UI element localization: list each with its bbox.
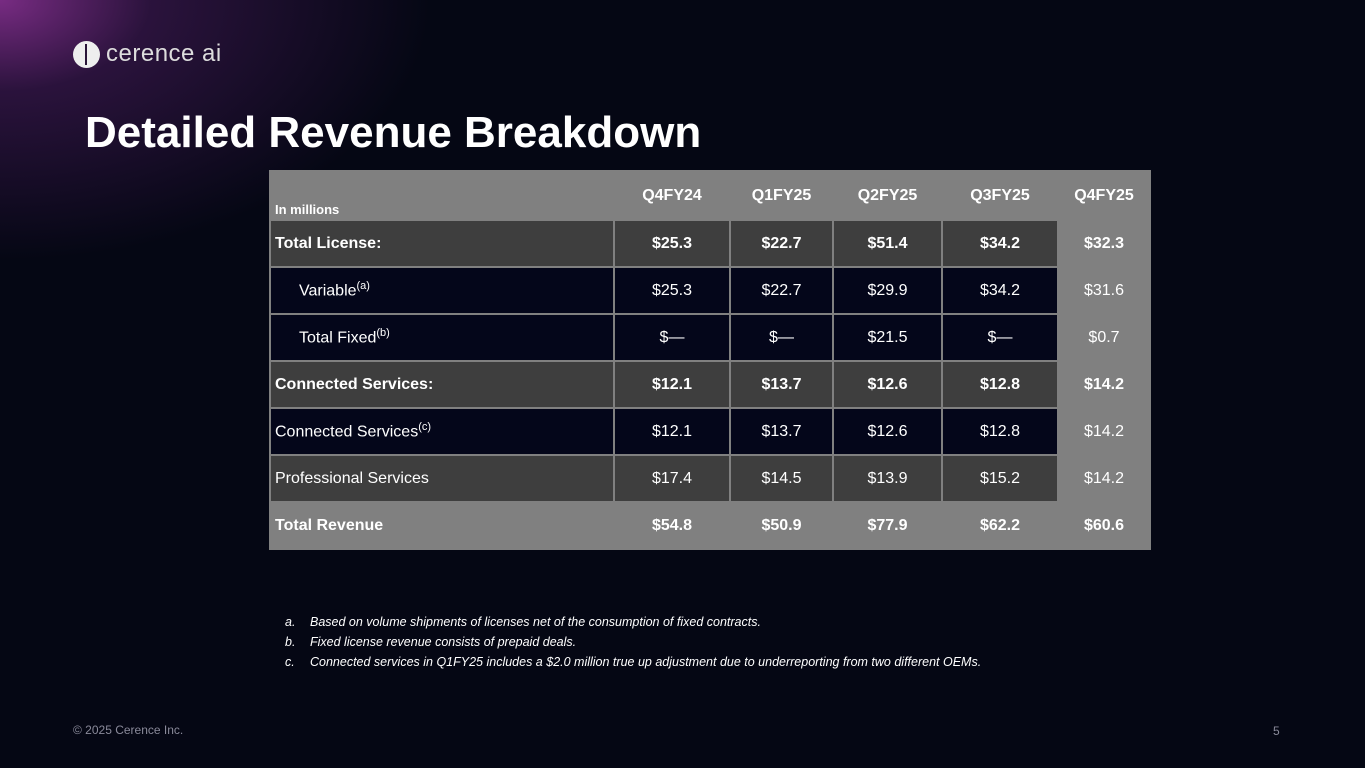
- row-label-text: Total Revenue: [275, 516, 384, 534]
- row-label: Variable(a): [269, 266, 615, 315]
- table-row: Variable(a) $25.3 $22.7 $29.9 $34.2 $31.6: [269, 266, 1151, 315]
- column-header: Q4FY24: [613, 170, 731, 221]
- row-label: Connected Services(c): [269, 407, 615, 456]
- revenue-table: In millions Q4FY24 Q1FY25 Q2FY25 Q3FY25 …: [269, 170, 1151, 550]
- row-label-text: Variable: [299, 282, 357, 300]
- row-label-text: Total Fixed: [299, 329, 377, 347]
- column-header: Q3FY25: [941, 170, 1059, 221]
- table-cell: $13.7: [729, 407, 834, 456]
- column-header: Q1FY25: [729, 170, 834, 221]
- table-cell: $12.1: [613, 407, 731, 456]
- table-cell: $12.6: [832, 407, 943, 456]
- table-cell: $25.3: [613, 266, 731, 315]
- table-cell: $14.5: [729, 454, 834, 503]
- row-label: Total Revenue: [269, 501, 615, 550]
- cerence-logo: cerence ai: [73, 40, 222, 68]
- table-cell: $77.9: [832, 501, 943, 550]
- table-cell: $50.9: [729, 501, 834, 550]
- table-row: Connected Services: $12.1 $13.7 $12.6 $12.8 $…: [269, 360, 1151, 409]
- footnotes: a. Based on volume shipments of licenses …: [285, 612, 981, 672]
- footnote-text: Based on volume shipments of licenses ne…: [310, 615, 761, 629]
- row-label-text: Connected Services: [275, 423, 419, 441]
- table-cell: $62.2: [941, 501, 1059, 550]
- table-cell: $60.6: [1057, 501, 1151, 550]
- table-cell: $22.7: [729, 266, 834, 315]
- footnote-marker: c.: [285, 655, 295, 669]
- table-cell: $13.9: [832, 454, 943, 503]
- footnote-ref: (b): [376, 327, 390, 340]
- table-cell: $29.9: [832, 266, 943, 315]
- footnote-marker: a.: [285, 615, 296, 629]
- footnote: b. Fixed license revenue consists of prep…: [285, 632, 981, 652]
- copyright: © 2025 Cerence Inc.: [73, 723, 184, 737]
- footnote-text: Fixed license revenue consists of prepai…: [310, 635, 577, 649]
- table-cell: $34.2: [941, 219, 1059, 268]
- table-row: Professional Services $17.4 $14.5 $13.9 $15.…: [269, 454, 1151, 503]
- column-header: Q4FY25: [1057, 170, 1151, 221]
- logo-icon: [73, 40, 100, 68]
- table-cell: $17.4: [613, 454, 731, 503]
- row-label: Total Fixed(b): [269, 313, 615, 362]
- table-cell: $0.7: [1057, 313, 1151, 362]
- row-label: Professional Services: [269, 454, 615, 503]
- table-cell: $22.7: [729, 219, 834, 268]
- footnote: c. Connected services in Q1FY25 includes …: [285, 652, 981, 672]
- row-label: Total License:: [269, 219, 615, 268]
- table-cell: $12.1: [613, 360, 731, 409]
- table-cell: $12.8: [941, 360, 1059, 409]
- footnote-text: Connected services in Q1FY25 includes a …: [310, 655, 982, 669]
- table-cell: $51.4: [832, 219, 943, 268]
- row-label: Connected Services:: [269, 360, 615, 409]
- table-cell: $14.2: [1057, 454, 1151, 503]
- table-cell: $32.3: [1057, 219, 1151, 268]
- table-cell: $14.2: [1057, 407, 1151, 456]
- footnote-marker: b.: [285, 635, 296, 649]
- footnote-ref: (a): [356, 280, 370, 293]
- table-cell: $15.2: [941, 454, 1059, 503]
- table-cell: $14.2: [1057, 360, 1151, 409]
- table-row: Total Fixed(b) $— $— $21.5 $— $0.7: [269, 313, 1151, 362]
- table-cell: $—: [941, 313, 1059, 362]
- row-label-text: Connected Services:: [275, 375, 434, 393]
- logo-text: cerence ai: [106, 40, 222, 67]
- footnote: a. Based on volume shipments of licenses …: [285, 612, 981, 632]
- page-number: 5: [1273, 724, 1280, 738]
- table-cell: $25.3: [613, 219, 731, 268]
- table-cell: $—: [613, 313, 731, 362]
- table-row: Total Revenue $54.8 $50.9 $77.9 $62.2 $60.6: [269, 501, 1151, 550]
- table-row: Total License: $25.3 $22.7 $51.4 $34.2 $32.3: [269, 219, 1151, 268]
- unit-label: In millions: [269, 170, 615, 221]
- table-cell: $13.7: [729, 360, 834, 409]
- table-cell: $31.6: [1057, 266, 1151, 315]
- row-label-text: Professional Services: [275, 469, 429, 487]
- column-header: Q2FY25: [832, 170, 943, 221]
- table-cell: $12.8: [941, 407, 1059, 456]
- table-cell: $12.6: [832, 360, 943, 409]
- table-cell: $54.8: [613, 501, 731, 550]
- footnote-ref: (c): [418, 421, 432, 434]
- table-row: Connected Services(c) $12.1 $13.7 $12.6 $12.…: [269, 407, 1151, 456]
- table-cell: $34.2: [941, 266, 1059, 315]
- table-cell: $21.5: [832, 313, 943, 362]
- page-title: Detailed Revenue Breakdown: [85, 108, 702, 157]
- table-cell: $—: [729, 313, 834, 362]
- row-label-text: Total License:: [275, 234, 382, 252]
